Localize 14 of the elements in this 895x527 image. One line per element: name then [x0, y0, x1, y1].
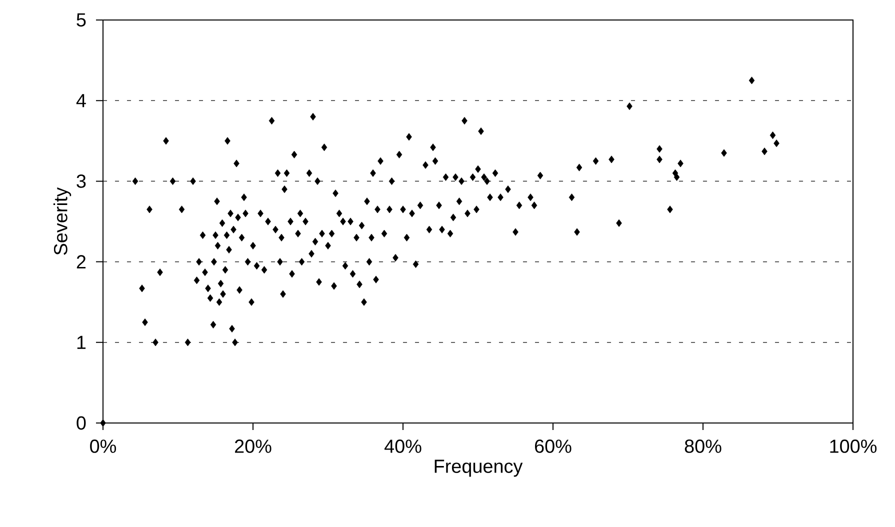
- y-tick-label: 1: [77, 336, 86, 349]
- y-tick-label: 0: [76, 416, 86, 430]
- x-axis-title: Frequency: [434, 460, 523, 477]
- y-axis-title: Severity: [53, 187, 72, 255]
- y-tick-label: 3: [76, 174, 86, 188]
- y-tick-label: 2: [76, 255, 86, 268]
- x-tick-label: 20%: [235, 440, 272, 453]
- x-tick-label: 60%: [535, 440, 572, 453]
- x-tick-label: 40%: [384, 440, 422, 453]
- y-tick-label: 4: [76, 94, 86, 108]
- y-tick-label: 5: [76, 13, 86, 27]
- x-tick-label: 80%: [684, 440, 722, 453]
- x-tick-label: 0%: [90, 440, 116, 453]
- x-tick-label: 100%: [830, 440, 877, 453]
